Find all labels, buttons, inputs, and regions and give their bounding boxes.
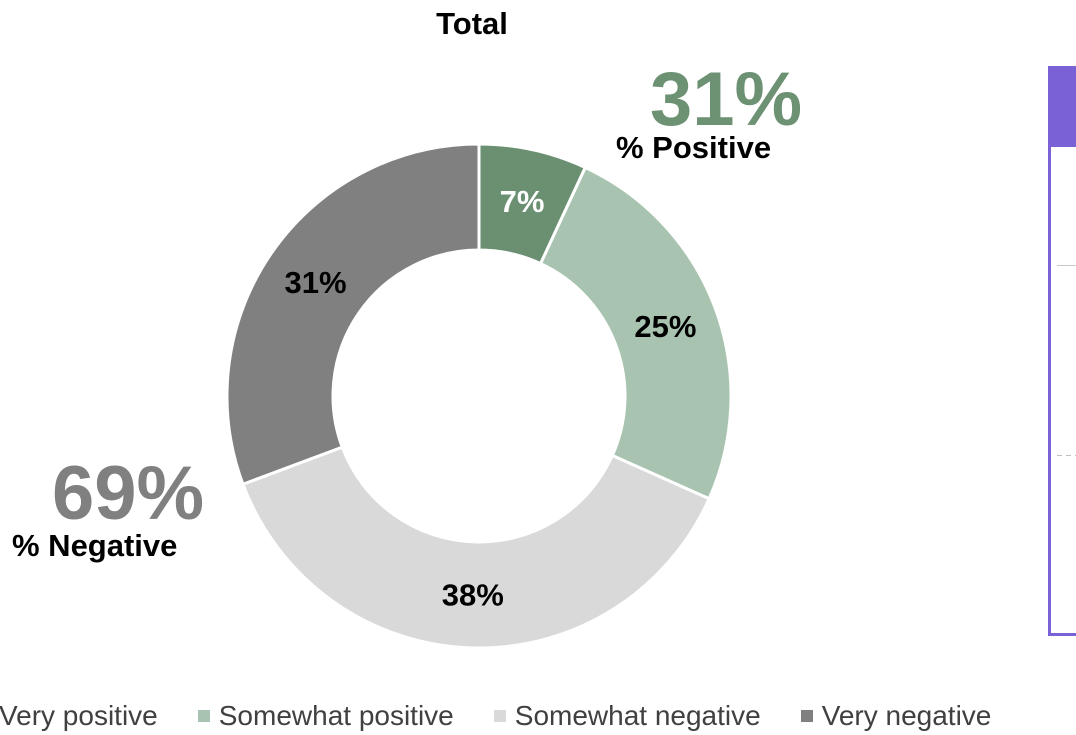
donut-slice-very-negative (225, 142, 481, 487)
negative-total-value: 69% (52, 451, 205, 536)
side-panel-header (1051, 69, 1076, 147)
side-panel (1048, 66, 1076, 636)
legend-item-very-negative: Very negative (800, 700, 992, 732)
legend-swatch (800, 710, 813, 722)
donut-slice-label: 25% (634, 309, 696, 344)
donut-slices (225, 142, 733, 650)
legend-label: Somewhat negative (514, 700, 761, 731)
legend-label: Very positive (0, 700, 158, 731)
donut-slice-label: 31% (284, 265, 346, 300)
chart-legend: Very positive Somewhat positive Somewhat… (0, 698, 1031, 734)
legend-label: Very negative (821, 700, 992, 731)
legend-label: Somewhat positive (218, 700, 454, 731)
legend-item-somewhat-negative: Somewhat negative (493, 700, 761, 732)
negative-total-label: % Negative (12, 528, 178, 563)
donut-slice-label: 7% (500, 184, 545, 219)
chart-title: Total (436, 6, 508, 41)
donut-slice-label: 38% (442, 577, 504, 612)
legend-item-somewhat-positive: Somewhat positive (197, 700, 454, 732)
legend-swatch (493, 710, 506, 722)
legend-swatch (197, 710, 210, 722)
positive-total-value: 31% (650, 57, 803, 142)
donut-slice-somewhat-negative (241, 445, 712, 650)
donut-slice-labels: 7% 25% 38% 31% (284, 184, 696, 612)
side-panel-divider-dashed (1057, 455, 1076, 456)
side-panel-divider (1057, 265, 1076, 266)
positive-total-label: % Positive (616, 130, 772, 165)
donut-slice-somewhat-positive (538, 165, 733, 501)
legend-item-very-positive: Very positive (0, 700, 158, 732)
